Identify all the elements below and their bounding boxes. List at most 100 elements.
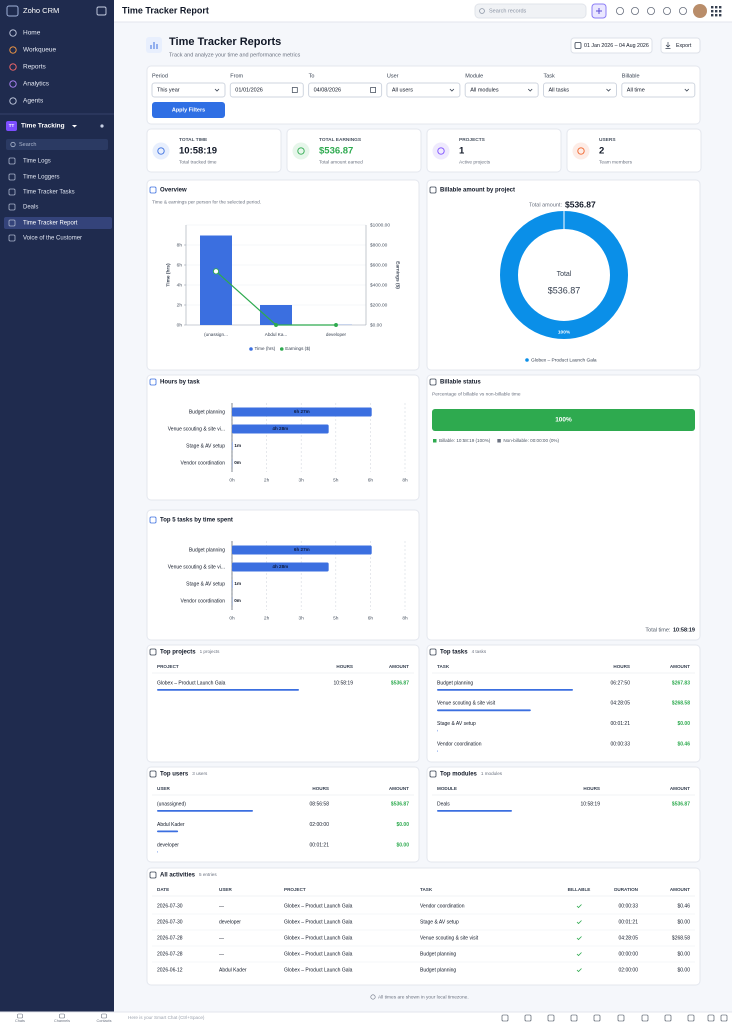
workspace-menu: [100, 124, 104, 128]
card-title: Hours by task: [160, 380, 200, 386]
table-cell: $268.58: [672, 935, 690, 941]
tab-icon[interactable]: [59, 1013, 65, 1019]
kpi-label: USERS: [599, 137, 616, 143]
y2-axis-title: Earnings ($): [395, 261, 401, 289]
table-cell: —: [219, 903, 224, 909]
sidebar-toggle[interactable]: [96, 6, 107, 16]
filter-value: All tasks: [549, 87, 570, 93]
avatar[interactable]: [693, 4, 707, 18]
sidebar-item[interactable]: Time Loggers: [23, 175, 59, 181]
table-count: 3 users: [192, 771, 208, 776]
nav-item[interactable]: Home: [23, 30, 41, 37]
nav-item[interactable]: Reports: [23, 64, 47, 71]
kpi-icon: [157, 147, 165, 155]
sidebar-search-box[interactable]: [6, 139, 108, 150]
workspace-name[interactable]: Time Tracking: [21, 123, 65, 130]
x-tick-label: 0h: [229, 477, 235, 483]
bottombar-icon[interactable]: [524, 1014, 532, 1022]
x-tick-label: 8h: [402, 615, 408, 621]
bottombar-icon[interactable]: [501, 1014, 509, 1022]
x-tick-label: developer: [326, 332, 347, 337]
nav-item[interactable]: Workqueue: [23, 47, 57, 54]
bottombar-icon[interactable]: [641, 1014, 649, 1022]
topbar-icon[interactable]: [616, 7, 625, 15]
table-cell: $0.00: [677, 951, 690, 957]
workspace-badge: [6, 121, 17, 131]
export-button[interactable]: [660, 37, 701, 54]
table-cell: 04:28:05: [619, 935, 639, 941]
y-tick-label: Stage & AV setup: [186, 581, 225, 587]
sidebar-item[interactable]: Time Tracker Report: [23, 221, 78, 227]
column-header: HOURS: [613, 664, 630, 669]
topbar-icon[interactable]: [679, 7, 688, 15]
tab-icon[interactable]: [17, 1013, 23, 1019]
x-tick-label: 6h: [368, 615, 374, 621]
x-tick-label: 0h: [229, 615, 235, 621]
apps-icon: [719, 10, 722, 13]
table-cell: 04:28:05: [611, 701, 631, 707]
filter-input[interactable]: [229, 82, 304, 98]
nav-item[interactable]: Analytics: [23, 81, 50, 88]
total-label: Total amount:: [529, 202, 562, 208]
search-box[interactable]: [474, 3, 587, 19]
nav-item[interactable]: Agents: [23, 98, 44, 105]
filter-value: 01/01/2026: [235, 87, 263, 93]
table-card: [426, 766, 701, 863]
footer-note: All times are shown in your local timezo…: [378, 994, 469, 1000]
progress-label: 100%: [555, 417, 572, 424]
table-cell: Budget planning: [420, 967, 456, 973]
kpi-sub: Team members: [599, 159, 633, 165]
y-tick-label: 8h: [177, 242, 183, 248]
table-cell: Globex – Product Launch Gala: [284, 951, 353, 957]
bottombar-icon[interactable]: [593, 1014, 601, 1022]
sidebar-item[interactable]: Time Logs: [23, 159, 51, 165]
sidebar-item[interactable]: Voice of the Customer: [23, 236, 82, 242]
column-header: AMOUNT: [670, 887, 690, 892]
filter-input[interactable]: [621, 82, 696, 98]
filter-input[interactable]: [308, 82, 383, 98]
tab-icon[interactable]: [101, 1013, 107, 1019]
x-tick-label: Abdul Ka...: [265, 332, 287, 337]
table-cell: 2026-07-30: [157, 919, 183, 925]
sidebar-item[interactable]: Deals: [23, 205, 38, 211]
card-title: Overview: [160, 188, 187, 194]
apps-icon: [711, 10, 714, 13]
kpi-icon: [577, 147, 585, 155]
bottombar-icon[interactable]: [707, 1014, 715, 1022]
topbar-icon[interactable]: [663, 7, 672, 15]
table-cell: 10:58:19: [581, 801, 601, 807]
bottombar-icon[interactable]: [664, 1014, 672, 1022]
filter-input[interactable]: [464, 82, 539, 98]
x-tick-label: 6h: [368, 477, 374, 483]
bottombar-icon[interactable]: [617, 1014, 625, 1022]
table-cell: 02:00:00: [619, 967, 639, 973]
column-header: DURATION: [614, 887, 639, 892]
apply-button[interactable]: [152, 102, 225, 118]
filter-input[interactable]: [151, 82, 226, 98]
date-range-button[interactable]: [570, 37, 653, 54]
topbar-icon[interactable]: [647, 7, 656, 15]
tab-label: Contacts: [97, 1019, 112, 1023]
kpi-label: PROJECTS: [459, 137, 486, 143]
sidebar-item[interactable]: Time Tracker Tasks: [23, 190, 75, 196]
table-cell: Globex – Product Launch Gala: [157, 680, 226, 686]
column-header: TASK: [420, 887, 433, 892]
table-cell: 00:00:33: [619, 903, 639, 909]
table-cell: 00:01:21: [611, 721, 631, 727]
bottombar-icon[interactable]: [570, 1014, 578, 1022]
nav-icon: [9, 97, 17, 105]
bottombar-icon[interactable]: [720, 1014, 728, 1022]
filter-input[interactable]: [543, 82, 617, 98]
bottombar-icon[interactable]: [547, 1014, 555, 1022]
table-cell: Vendor coordination: [420, 903, 465, 909]
table-cell: $267.83: [672, 680, 690, 686]
filter-label: From: [230, 73, 243, 79]
bottombar-icon[interactable]: [687, 1014, 695, 1022]
sidebar: [0, 0, 114, 1024]
topbar-icon[interactable]: [631, 7, 640, 15]
table-cell: Venue scouting & site visit: [420, 935, 479, 941]
check-icon: [576, 920, 582, 925]
card-title: Top users: [160, 772, 189, 778]
header-title: Time Tracker Reports: [169, 36, 281, 48]
filter-input[interactable]: [386, 82, 461, 98]
